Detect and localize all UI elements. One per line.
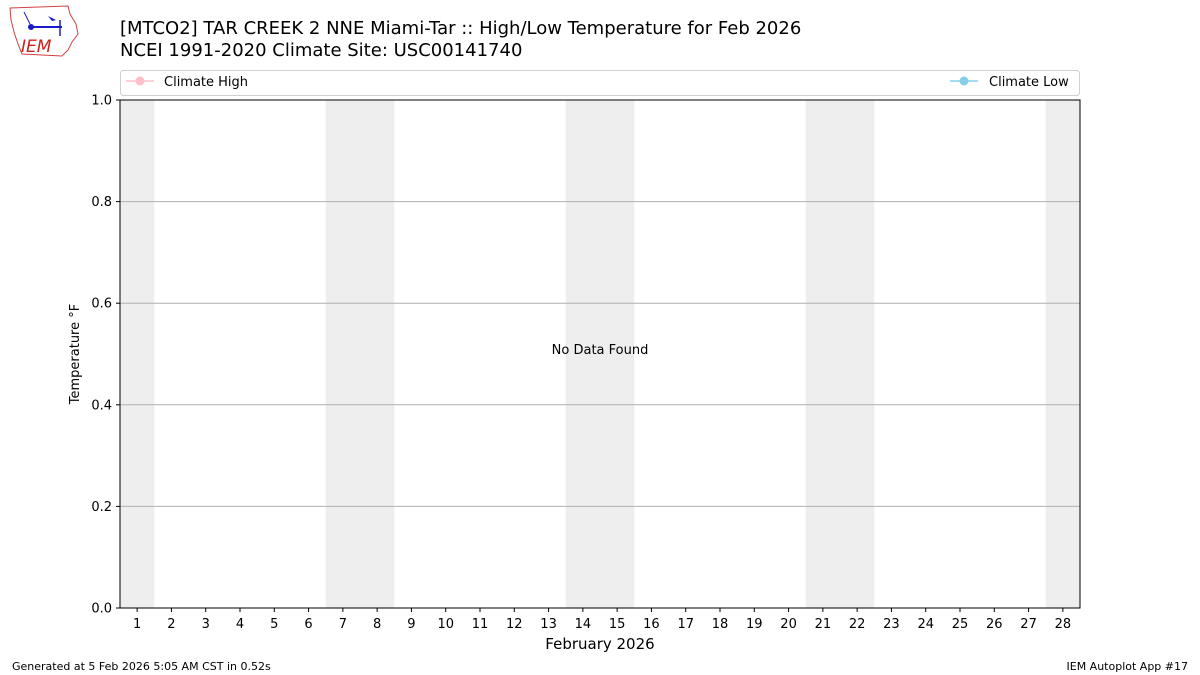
y-tick-label: 0.2: [91, 500, 112, 515]
title-line-1: [MTCO2] TAR CREEK 2 NNE Miami-Tar :: Hig…: [120, 18, 802, 39]
x-tick-label: 25: [952, 617, 969, 632]
y-tick-label: 0.8: [91, 195, 112, 210]
iem-logo: IEM: [9, 5, 79, 57]
x-axis-label: February 2026: [545, 635, 654, 653]
x-tick-label: 11: [472, 617, 489, 632]
y-tick-label: 0.4: [91, 398, 112, 413]
x-tick-label: 15: [609, 617, 626, 632]
x-tick-label: 3: [202, 617, 210, 632]
no-data-annotation: No Data Found: [552, 343, 649, 358]
weekend-shade: [325, 100, 395, 608]
footer-generated: Generated at 5 Feb 2026 5:05 AM CST in 0…: [12, 660, 271, 673]
x-tick-label: 5: [270, 617, 278, 632]
legend-item-climate-low: Climate Low: [950, 75, 1069, 90]
x-tick-label: 10: [437, 617, 454, 632]
x-tick-label: 19: [746, 617, 763, 632]
x-tick-label: 6: [304, 617, 312, 632]
title-line-2: NCEI 1991-2020 Climate Site: USC00141740: [120, 40, 523, 61]
footer-app: IEM Autoplot App #17: [1066, 660, 1189, 673]
y-axis-label: Temperature °F: [68, 304, 83, 405]
legend-label: Climate High: [164, 75, 248, 90]
x-tick-label: 27: [1020, 617, 1037, 632]
y-tick-label: 1.0: [91, 94, 112, 109]
x-tick-label: 12: [506, 617, 523, 632]
legend-item-climate-high: Climate High: [126, 75, 248, 90]
x-tick-label: 8: [373, 617, 381, 632]
x-tick-label: 18: [712, 617, 729, 632]
x-tick-label: 17: [677, 617, 694, 632]
y-tick-label: 0.6: [91, 297, 112, 312]
x-tick-label: 28: [1055, 617, 1072, 632]
x-tick-label: 20: [780, 617, 797, 632]
x-tick-label: 13: [540, 617, 557, 632]
y-tick-label: 0.0: [91, 602, 112, 617]
weekend-shade: [805, 100, 875, 608]
x-tick-label: 7: [339, 617, 347, 632]
logo-text: IEM: [21, 37, 52, 57]
x-tick-label: 9: [407, 617, 415, 632]
weekend-shade: [565, 100, 635, 608]
x-tick-label: 2: [167, 617, 175, 632]
x-tick-label: 16: [643, 617, 660, 632]
x-tick-label: 14: [575, 617, 592, 632]
weekend-shade: [1045, 100, 1080, 608]
x-tick-label: 1: [133, 617, 141, 632]
chart-title: [MTCO2] TAR CREEK 2 NNE Miami-Tar :: Hig…: [120, 18, 801, 62]
legend: Climate High Climate Low: [120, 70, 1080, 96]
x-tick-label: 24: [917, 617, 934, 632]
x-tick-label: 26: [986, 617, 1003, 632]
plot-frame: [119, 99, 1081, 609]
x-tick-label: 21: [815, 617, 832, 632]
legend-label: Climate Low: [989, 75, 1069, 90]
weekend-shade: [120, 100, 155, 608]
x-tick-label: 22: [849, 617, 866, 632]
x-tick-label: 23: [883, 617, 900, 632]
x-tick-label: 4: [236, 617, 244, 632]
